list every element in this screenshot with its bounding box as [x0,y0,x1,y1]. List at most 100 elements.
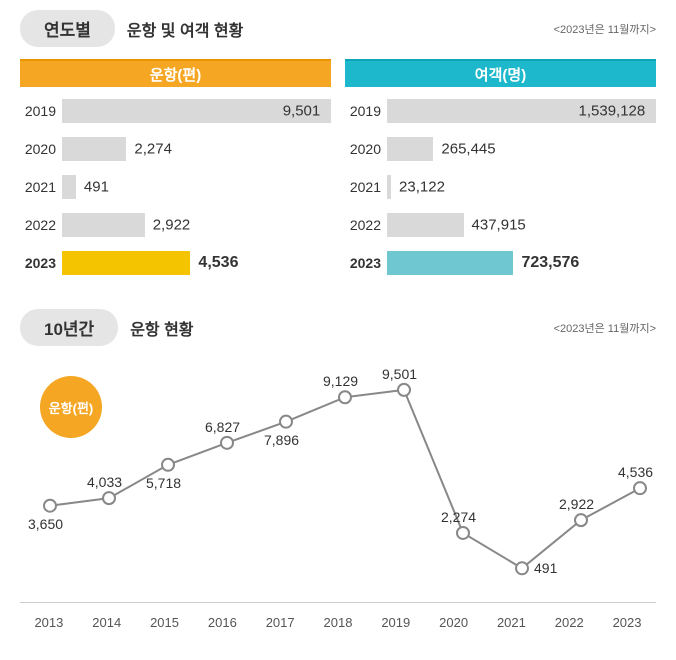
bar-year: 2022 [345,217,387,233]
bar-track: 2,922 [62,213,331,237]
bar-fill [62,137,126,161]
point-label: 5,718 [146,475,181,491]
point-label: 6,827 [205,419,240,435]
section1-header-left: 연도별 운항 및 여객 현황 [20,10,243,47]
bar-track: 1,539,128 [387,99,656,123]
point-label: 4,033 [87,474,122,490]
bar-fill [387,251,513,275]
section1-note: <2023년은 11월까지> [554,21,656,37]
point-label: 2,922 [559,496,594,512]
point-label: 491 [534,560,557,576]
line-marker [634,482,646,494]
bar-year: 2023 [345,255,387,271]
x-tick: 2018 [309,615,367,630]
line-marker [44,500,56,512]
bar-value: 23,122 [399,179,445,196]
x-tick: 2013 [20,615,78,630]
bar-value: 1,539,128 [579,103,646,120]
point-label: 3,650 [28,516,63,532]
bar-fill [62,175,76,199]
line-marker [221,437,233,449]
bar-track: 723,576 [387,251,656,275]
x-tick: 2017 [251,615,309,630]
bar-fill [387,213,464,237]
panel-header: 운항(편) [20,59,331,87]
bar-track: 437,915 [387,213,656,237]
bar-fill [62,213,145,237]
bar-track: 23,122 [387,175,656,199]
bar-row: 2022 2,922 [20,213,331,237]
section1-header: 연도별 운항 및 여객 현황 <2023년은 11월까지> [20,10,656,47]
bar-row: 2023 723,576 [345,251,656,275]
x-tick: 2023 [598,615,656,630]
x-axis: 2013201420152016201720182019202020212022… [20,602,656,630]
bar-row: 2022 437,915 [345,213,656,237]
bar-panel: 여객(명)20191,539,1282020265,445202123,1222… [345,59,656,289]
bar-fill [62,251,190,275]
bar-value: 9,501 [283,103,321,120]
line-marker [103,492,115,504]
bar-value: 723,576 [521,254,579,272]
x-tick: 2021 [483,615,541,630]
bar-year: 2020 [20,141,62,157]
bar-track: 4,536 [62,251,331,275]
bar-track: 9,501 [62,99,331,123]
bar-row: 2020 265,445 [345,137,656,161]
point-label: 7,896 [264,432,299,448]
bar-row: 2020 2,274 [20,137,331,161]
bar-value: 437,915 [472,217,526,234]
section2-tab: 10년간 [20,309,118,346]
bar-value: 491 [84,179,109,196]
bar-track: 2,274 [62,137,331,161]
section2-header-left: 10년간 운항 현황 [20,309,194,346]
bar-row: 2021 23,122 [345,175,656,199]
bar-year: 2021 [345,179,387,195]
bar-panels: 운항(편)20199,50120202,274202149120222,9222… [20,59,656,289]
x-tick: 2014 [78,615,136,630]
bar-value: 2,922 [153,217,191,234]
section2-header: 10년간 운항 현황 <2023년은 11월까지> [20,309,656,346]
bar-row: 2021 491 [20,175,331,199]
bar-track: 491 [62,175,331,199]
bar-track: 265,445 [387,137,656,161]
line-marker [516,562,528,574]
point-label: 9,501 [382,366,417,382]
section2-note: <2023년은 11월까지> [554,320,656,336]
section2-title: 운항 현황 [130,316,193,340]
point-label: 4,536 [618,464,653,480]
bar-value: 4,536 [198,254,238,272]
bar-row: 2023 4,536 [20,251,331,275]
bar-panel: 운항(편)20199,50120202,274202149120222,9222… [20,59,331,289]
line-marker [162,459,174,471]
bar-year: 2023 [20,255,62,271]
x-tick: 2020 [425,615,483,630]
bar-fill [387,137,433,161]
bar-value: 265,445 [441,141,495,158]
x-tick: 2016 [193,615,251,630]
bar-row: 2019 9,501 [20,99,331,123]
bar-year: 2019 [345,103,387,119]
point-label: 2,274 [441,509,476,525]
line-marker [339,391,351,403]
bar-year: 2021 [20,179,62,195]
section1-title: 운항 및 여객 현황 [127,17,243,41]
line-marker [398,384,410,396]
bar-year: 2022 [20,217,62,233]
section2: 10년간 운항 현황 <2023년은 11월까지> 운항(편)3,6504,03… [20,309,656,630]
bar-row: 2019 1,539,128 [345,99,656,123]
line-marker [457,527,469,539]
point-label: 9,129 [323,373,358,389]
line-path [50,390,640,568]
panel-header: 여객(명) [345,59,656,87]
line-marker [575,514,587,526]
line-marker [280,416,292,428]
x-tick: 2015 [136,615,194,630]
section1-tab: 연도별 [20,10,115,47]
bar-fill [387,175,391,199]
bar-year: 2020 [345,141,387,157]
bar-year: 2019 [20,103,62,119]
line-chart: 운항(편)3,6504,0335,7186,8277,8969,1299,501… [20,358,656,598]
x-tick: 2022 [540,615,598,630]
bar-value: 2,274 [134,141,172,158]
x-tick: 2019 [367,615,425,630]
